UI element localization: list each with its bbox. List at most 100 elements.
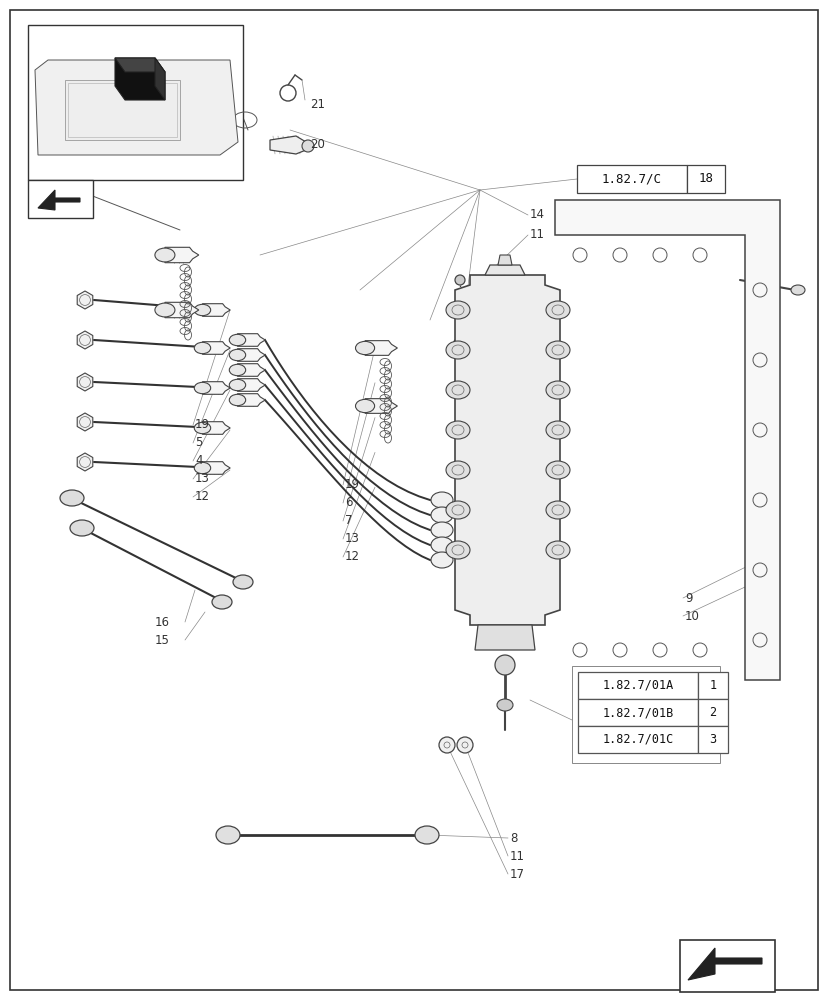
Ellipse shape bbox=[431, 552, 452, 568]
Polygon shape bbox=[38, 190, 80, 210]
Bar bbox=[577, 726, 697, 753]
Ellipse shape bbox=[229, 379, 246, 391]
Polygon shape bbox=[35, 60, 237, 155]
Ellipse shape bbox=[229, 364, 246, 376]
Text: 14: 14 bbox=[529, 209, 544, 222]
Polygon shape bbox=[237, 379, 265, 391]
Polygon shape bbox=[77, 413, 93, 431]
Bar bbox=[68, 83, 177, 137]
Ellipse shape bbox=[446, 461, 470, 479]
Bar bbox=[65, 80, 179, 140]
Ellipse shape bbox=[545, 381, 569, 399]
Ellipse shape bbox=[446, 381, 470, 399]
Polygon shape bbox=[497, 255, 511, 265]
Text: 6: 6 bbox=[345, 496, 352, 510]
Polygon shape bbox=[455, 275, 559, 625]
Ellipse shape bbox=[790, 285, 804, 295]
Text: 13: 13 bbox=[195, 473, 209, 486]
Text: 12: 12 bbox=[345, 550, 360, 564]
Ellipse shape bbox=[446, 301, 470, 319]
Ellipse shape bbox=[232, 575, 253, 589]
Polygon shape bbox=[485, 265, 524, 275]
Bar bbox=[576, 165, 686, 193]
Bar bbox=[577, 672, 697, 699]
Polygon shape bbox=[203, 342, 230, 354]
Polygon shape bbox=[365, 399, 397, 413]
Polygon shape bbox=[77, 373, 93, 391]
Bar bbox=[697, 699, 727, 726]
Ellipse shape bbox=[355, 341, 374, 355]
Text: 18: 18 bbox=[698, 172, 713, 186]
Bar bbox=[697, 672, 727, 699]
Bar bbox=[679, 940, 774, 992]
Bar bbox=[571, 666, 719, 763]
Ellipse shape bbox=[545, 461, 569, 479]
Ellipse shape bbox=[496, 699, 513, 711]
Bar bbox=[697, 726, 727, 753]
Bar bbox=[28, 25, 242, 180]
Text: 4: 4 bbox=[195, 454, 203, 468]
Polygon shape bbox=[687, 948, 761, 980]
Polygon shape bbox=[155, 58, 165, 100]
Ellipse shape bbox=[302, 140, 313, 152]
Polygon shape bbox=[365, 341, 397, 355]
Ellipse shape bbox=[545, 341, 569, 359]
Bar bbox=[686, 165, 724, 193]
Polygon shape bbox=[237, 349, 265, 361]
Text: 21: 21 bbox=[309, 99, 325, 111]
Ellipse shape bbox=[60, 490, 84, 506]
Text: 17: 17 bbox=[509, 867, 524, 880]
Polygon shape bbox=[237, 364, 265, 376]
Ellipse shape bbox=[457, 737, 472, 753]
Text: 20: 20 bbox=[309, 138, 324, 151]
Ellipse shape bbox=[229, 394, 246, 406]
Bar bbox=[577, 699, 697, 726]
Ellipse shape bbox=[495, 655, 514, 675]
Text: 13: 13 bbox=[345, 532, 360, 546]
Polygon shape bbox=[203, 304, 230, 316]
Text: 1.82.7/C: 1.82.7/C bbox=[601, 172, 662, 186]
Polygon shape bbox=[77, 291, 93, 309]
Ellipse shape bbox=[194, 304, 210, 316]
Ellipse shape bbox=[194, 382, 210, 394]
Polygon shape bbox=[165, 247, 198, 263]
Ellipse shape bbox=[155, 248, 174, 262]
Ellipse shape bbox=[194, 342, 210, 354]
Polygon shape bbox=[77, 453, 93, 471]
Text: 11: 11 bbox=[529, 229, 544, 241]
Ellipse shape bbox=[446, 341, 470, 359]
Ellipse shape bbox=[414, 826, 438, 844]
Ellipse shape bbox=[431, 492, 452, 508]
Text: 1.82.7/01A: 1.82.7/01A bbox=[602, 679, 673, 692]
Text: 5: 5 bbox=[195, 436, 202, 450]
Text: 15: 15 bbox=[155, 634, 170, 647]
Polygon shape bbox=[203, 422, 230, 434]
Text: 8: 8 bbox=[509, 832, 517, 844]
Ellipse shape bbox=[446, 541, 470, 559]
Text: 10: 10 bbox=[684, 609, 699, 622]
Ellipse shape bbox=[194, 422, 210, 434]
Ellipse shape bbox=[212, 595, 232, 609]
Ellipse shape bbox=[455, 275, 465, 285]
Text: 9: 9 bbox=[684, 591, 691, 604]
Text: 11: 11 bbox=[509, 850, 524, 862]
Polygon shape bbox=[77, 331, 93, 349]
Polygon shape bbox=[203, 462, 230, 474]
Polygon shape bbox=[554, 200, 779, 680]
Polygon shape bbox=[115, 58, 165, 100]
Ellipse shape bbox=[545, 421, 569, 439]
Ellipse shape bbox=[545, 301, 569, 319]
Ellipse shape bbox=[155, 303, 174, 317]
Text: 1: 1 bbox=[709, 679, 715, 692]
Bar bbox=[28, 180, 93, 218]
Ellipse shape bbox=[431, 522, 452, 538]
Polygon shape bbox=[115, 58, 165, 72]
Text: 12: 12 bbox=[195, 490, 210, 504]
Polygon shape bbox=[270, 136, 306, 154]
Text: 19: 19 bbox=[345, 479, 360, 491]
Text: 19: 19 bbox=[195, 418, 210, 432]
Text: 1.82.7/01B: 1.82.7/01B bbox=[602, 706, 673, 719]
Ellipse shape bbox=[70, 520, 94, 536]
Ellipse shape bbox=[229, 349, 246, 361]
Ellipse shape bbox=[446, 421, 470, 439]
